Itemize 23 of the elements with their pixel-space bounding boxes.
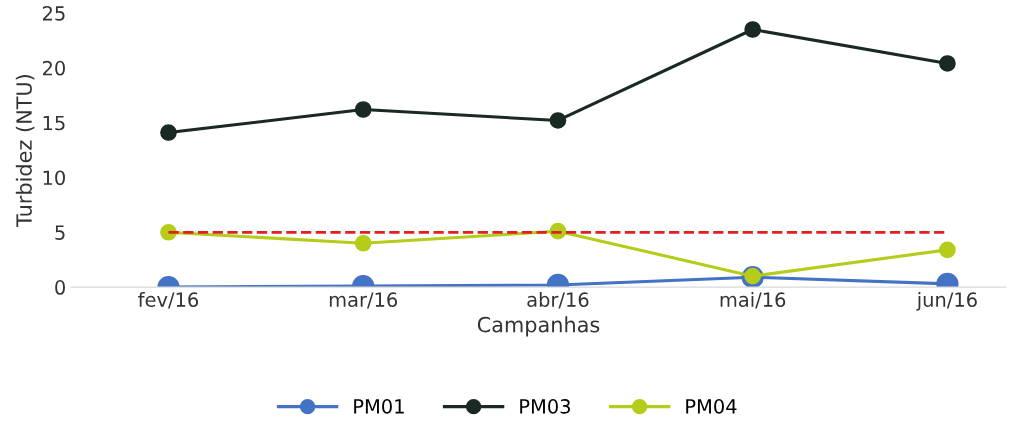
- x-tick-label: mar/16: [329, 292, 398, 309]
- x-tick-label: fev/16: [138, 291, 199, 309]
- point: [160, 124, 177, 141]
- point: [354, 234, 372, 252]
- y-tick-label: 5: [55, 225, 65, 240]
- point: [939, 55, 956, 72]
- x-axis-title: Campanhas: [477, 316, 600, 337]
- point: [939, 241, 956, 259]
- x-tick-label: abr/16: [527, 291, 589, 309]
- point: [549, 112, 567, 129]
- legend-label: PM01: [354, 399, 404, 414]
- y-tick-label: 25: [42, 6, 65, 21]
- legend-label: PM03: [520, 399, 571, 414]
- y-tick-label: 0: [55, 280, 65, 295]
- x-tick-label: jun/16: [916, 291, 977, 311]
- point: [354, 101, 372, 118]
- point: [744, 21, 762, 38]
- x-tick-label: mai/16: [720, 291, 786, 309]
- y-tick-label: 10: [43, 170, 65, 186]
- y-axis-title: Turbidez (NTU): [15, 74, 35, 228]
- y-tick-label: 20: [42, 60, 65, 76]
- y-tick-label: 15: [43, 115, 65, 131]
- legend-label: PM04: [686, 399, 737, 414]
